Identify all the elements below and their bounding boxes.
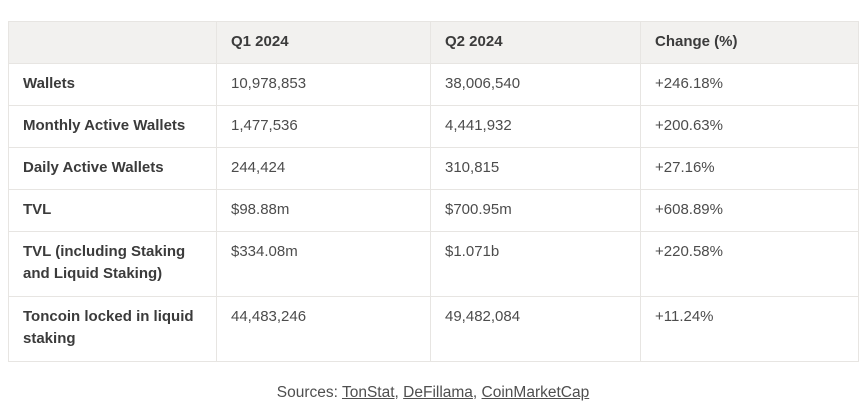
change-value: +11.24% bbox=[640, 296, 859, 362]
q2-value: 4,441,932 bbox=[430, 105, 641, 148]
metric-label: Monthly Active Wallets bbox=[8, 105, 217, 148]
sources-line: Sources: TonStat, DeFillama, CoinMarketC… bbox=[8, 382, 858, 404]
q2-value: $1.071b bbox=[430, 231, 641, 297]
q2-value: $700.95m bbox=[430, 189, 641, 232]
sources-separator: , bbox=[472, 384, 478, 401]
table-row: Toncoin locked in liquid staking 44,483,… bbox=[8, 296, 859, 362]
metric-label: Wallets bbox=[8, 63, 217, 106]
source-link-tonstat[interactable]: TonStat bbox=[341, 384, 395, 401]
change-value: +200.63% bbox=[640, 105, 859, 148]
change-value: +27.16% bbox=[640, 147, 859, 190]
sources-prefix: Sources: bbox=[276, 384, 338, 401]
table-row: TVL (including Staking and Liquid Stakin… bbox=[8, 231, 859, 297]
q2-value: 38,006,540 bbox=[430, 63, 641, 106]
q1-value: 10,978,853 bbox=[216, 63, 431, 106]
source-link-coinmarketcap[interactable]: CoinMarketCap bbox=[481, 384, 590, 401]
q1-value: $334.08m bbox=[216, 231, 431, 297]
column-header-q1-2024: Q1 2024 bbox=[216, 21, 431, 64]
column-header-metric bbox=[8, 21, 217, 64]
table-row: Monthly Active Wallets 1,477,536 4,441,9… bbox=[8, 105, 859, 148]
change-value: +246.18% bbox=[640, 63, 859, 106]
source-link-defillama[interactable]: DeFillama bbox=[403, 384, 473, 401]
column-header-change-percent: Change (%) bbox=[640, 21, 859, 64]
metric-label: TVL bbox=[8, 189, 217, 232]
q2-value: 310,815 bbox=[430, 147, 641, 190]
q1-value: 44,483,246 bbox=[216, 296, 431, 362]
sources-separator: , bbox=[394, 384, 399, 401]
change-value: +220.58% bbox=[640, 231, 859, 297]
change-value: +608.89% bbox=[640, 189, 859, 232]
q1-value: $98.88m bbox=[216, 189, 431, 232]
metric-label: Toncoin locked in liquid staking bbox=[8, 296, 217, 362]
table-header-row: Q1 2024 Q2 2024 Change (%) bbox=[8, 21, 859, 64]
q1-value: 1,477,536 bbox=[216, 105, 431, 148]
q1-value: 244,424 bbox=[216, 147, 431, 190]
stats-table: Q1 2024 Q2 2024 Change (%) Wallets 10,97… bbox=[8, 21, 859, 362]
table-body: Wallets 10,978,853 38,006,540 +246.18% M… bbox=[8, 63, 859, 362]
table-row: TVL $98.88m $700.95m +608.89% bbox=[8, 189, 859, 232]
metric-label: TVL (including Staking and Liquid Stakin… bbox=[8, 231, 217, 297]
table-row: Wallets 10,978,853 38,006,540 +246.18% bbox=[8, 63, 859, 106]
table-row: Daily Active Wallets 244,424 310,815 +27… bbox=[8, 147, 859, 190]
column-header-q2-2024: Q2 2024 bbox=[430, 21, 641, 64]
metric-label: Daily Active Wallets bbox=[8, 147, 217, 190]
q2-value: 49,482,084 bbox=[430, 296, 641, 362]
